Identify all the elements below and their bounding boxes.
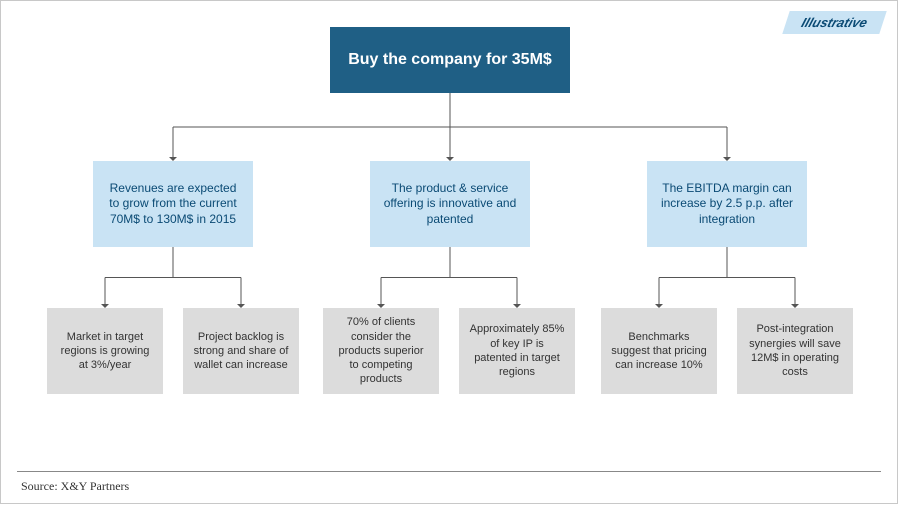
mid-node-revenues: Revenues are expected to grow from the c…	[93, 161, 253, 247]
mid-node-product: The product & service offering is innova…	[370, 161, 530, 247]
leaf-node-market: Market in target regions is growing at 3…	[47, 308, 163, 394]
illustrative-badge: Illustrative	[782, 11, 887, 34]
source-divider	[17, 471, 881, 472]
leaf-node-pricing: Benchmarks suggest that pricing can incr…	[601, 308, 717, 394]
root-node: Buy the company for 35M$	[330, 27, 570, 93]
leaf-node-synergies: Post-integration synergies will save 12M…	[737, 308, 853, 394]
source-text: Source: X&Y Partners	[21, 479, 129, 494]
leaf-node-backlog: Project backlog is strong and share of w…	[183, 308, 299, 394]
leaf-node-clients: 70% of clients consider the products sup…	[323, 308, 439, 394]
diagram-frame: Illustrative Buy the company for 35M$ Re…	[0, 0, 898, 504]
mid-node-ebitda: The EBITDA margin can increase by 2.5 p.…	[647, 161, 807, 247]
leaf-node-ip: Approximately 85% of key IP is patented …	[459, 308, 575, 394]
